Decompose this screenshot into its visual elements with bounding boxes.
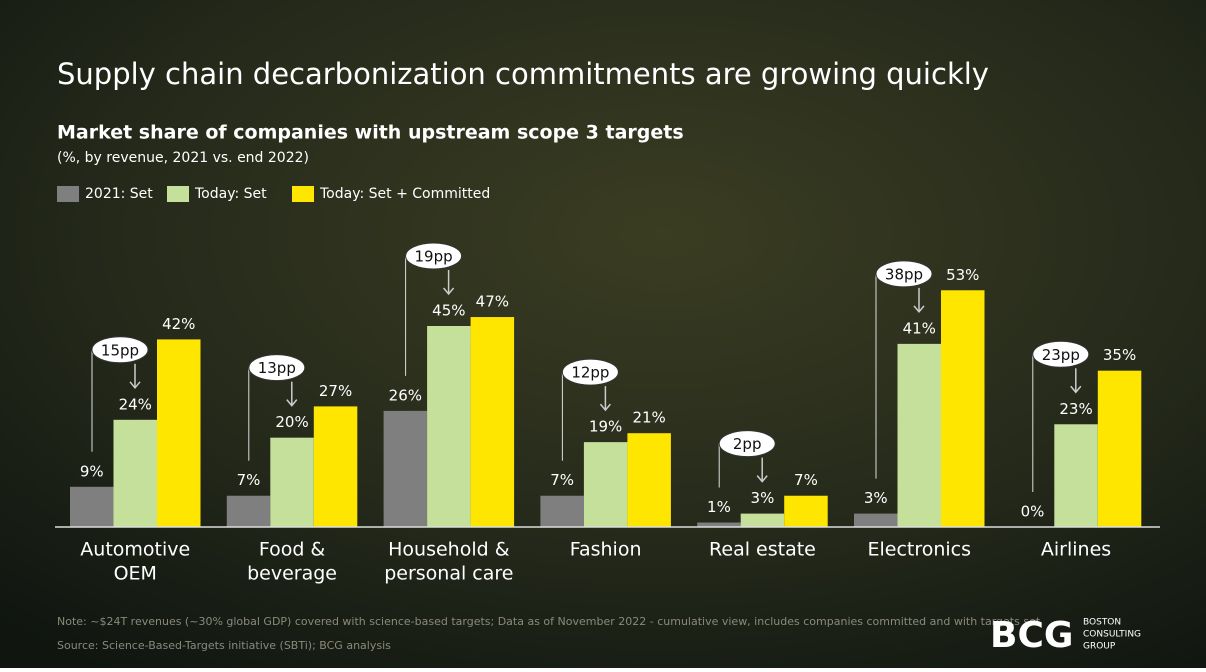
value-label: 35%	[1103, 346, 1136, 364]
footnote: Note: ~$24T revenues (~30% global GDP) c…	[57, 615, 1041, 628]
value-label: 7%	[794, 471, 818, 489]
bar	[540, 495, 584, 527]
bar	[383, 410, 428, 527]
annotation-bubble	[561, 358, 619, 386]
annotation-arrowhead	[129, 381, 141, 389]
logo-text: BOSTON	[1083, 618, 1121, 628]
bar	[313, 406, 358, 527]
bar	[897, 343, 941, 527]
value-label: 20%	[275, 413, 308, 431]
x-tick-label: OEM	[114, 563, 157, 585]
annotation-bubble	[1032, 340, 1090, 368]
annotation-label: 13pp	[258, 359, 296, 377]
bar	[226, 495, 271, 527]
unit-note: (%, by revenue, 2021 vs. end 2022)	[57, 150, 309, 166]
annotation-arrowhead	[286, 399, 298, 407]
annotation-bubble	[875, 260, 933, 288]
x-tick-label: personal care	[384, 563, 513, 585]
x-tick-label: Household &	[388, 539, 510, 561]
legend-label: Today: Set + Committed	[319, 186, 490, 202]
bar	[70, 486, 114, 527]
annotation-label: 38pp	[885, 265, 923, 283]
value-label: 0%	[1021, 503, 1045, 521]
legend-swatch	[167, 186, 189, 202]
logo-text: CONSULTING	[1083, 630, 1141, 640]
x-tick-label: Real estate	[709, 539, 816, 561]
annotation-label: 23pp	[1042, 346, 1080, 364]
bar	[1054, 424, 1098, 527]
value-label: 7%	[550, 471, 574, 489]
source: Source: Science-Based-Targets initiative…	[57, 639, 391, 652]
value-label: 7%	[237, 471, 261, 489]
value-label: 19%	[589, 418, 622, 436]
value-label: 41%	[903, 319, 936, 337]
value-label: 27%	[319, 382, 352, 400]
bar	[583, 442, 628, 527]
x-tick-label: Food &	[259, 539, 326, 561]
annotation-arrowhead	[599, 403, 611, 412]
bar	[784, 495, 828, 527]
value-label: 3%	[751, 489, 775, 507]
value-label: 21%	[632, 409, 665, 427]
bar	[697, 522, 741, 527]
annotation-bubble	[91, 336, 149, 364]
bar	[157, 339, 201, 527]
value-label: 45%	[432, 302, 465, 320]
annotation-arrowhead	[1070, 385, 1082, 394]
value-label: 3%	[864, 489, 888, 507]
annotation-label: 2pp	[733, 435, 762, 453]
chart-title: Supply chain decarbonization commitments…	[57, 57, 989, 91]
legend-swatch	[292, 186, 314, 202]
value-label: 9%	[80, 462, 104, 480]
bar	[427, 326, 471, 527]
legend-label: Today: Set	[194, 186, 267, 202]
annotation-arrowhead	[443, 287, 455, 296]
x-tick-label: beverage	[247, 563, 337, 585]
value-label: 47%	[476, 293, 509, 311]
annotation-bubble	[718, 430, 776, 458]
annotation-arrowhead	[756, 475, 768, 483]
bar	[113, 419, 157, 527]
value-label: 42%	[162, 315, 195, 333]
value-label: 23%	[1059, 400, 1092, 418]
bar	[1097, 370, 1142, 527]
x-tick-label: Airlines	[1041, 539, 1111, 561]
bar	[941, 290, 985, 527]
value-label: 26%	[389, 386, 422, 404]
logo: BCG	[990, 615, 1073, 656]
value-label: 24%	[119, 395, 152, 413]
annotation-bubble	[405, 242, 463, 270]
value-label: 53%	[946, 266, 979, 284]
bar	[470, 317, 515, 527]
annotation-label: 15pp	[101, 341, 139, 359]
value-label: 1%	[707, 498, 731, 516]
bar	[740, 513, 785, 527]
logo-text: GROUP	[1083, 642, 1116, 652]
x-tick-label: Fashion	[570, 539, 642, 561]
chart-subtitle: Market share of companies with upstream …	[57, 122, 684, 144]
annotation-label: 12pp	[571, 364, 609, 382]
legend-label: 2021: Set	[85, 186, 153, 202]
x-tick-label: Electronics	[867, 539, 971, 561]
x-tick-label: Automotive	[80, 539, 190, 561]
annotation-arrowhead	[913, 305, 925, 314]
annotation-bubble	[248, 354, 306, 382]
bar	[854, 513, 898, 527]
annotation-label: 19pp	[415, 248, 453, 266]
bar	[627, 433, 671, 527]
legend-swatch	[57, 186, 79, 202]
bar	[270, 437, 314, 527]
